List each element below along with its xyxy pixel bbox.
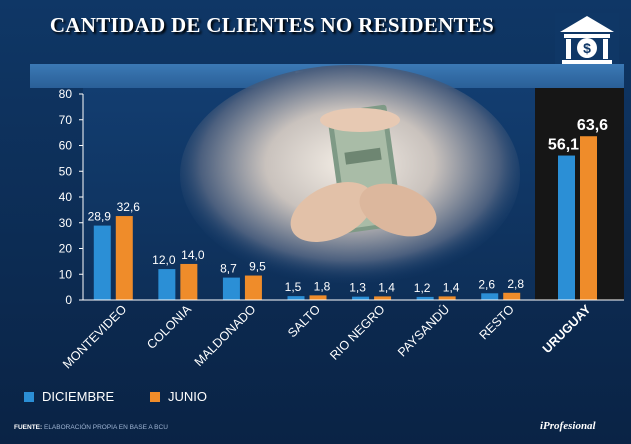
data-label-diciembre: 12,0 bbox=[152, 253, 176, 267]
publisher-logo: iProfesional bbox=[540, 420, 596, 432]
x-tick-label: COLONIA bbox=[144, 302, 194, 352]
bar-diciembre-4 bbox=[287, 296, 305, 300]
y-tick-label: 10 bbox=[59, 267, 73, 281]
bar-junio-4 bbox=[309, 295, 327, 300]
data-label-junio: 1,8 bbox=[314, 279, 331, 293]
bars: 28,9 32,6 12,0 14,0 8,7 9,5 1,5 1,8 1,3 1,4 1,2 1,4… bbox=[88, 117, 608, 300]
data-label-diciembre: 8,7 bbox=[220, 262, 237, 276]
x-tick-label: PAYSANDÚ bbox=[394, 302, 452, 360]
y-tick-label: 0 bbox=[65, 293, 72, 307]
legend-label-junio: JUNIO bbox=[168, 389, 207, 404]
bar-diciembre-8 bbox=[558, 155, 575, 300]
chart-title: CANTIDAD DE CLIENTES NO RESIDENTES bbox=[49, 13, 495, 37]
y-tick-label: 80 bbox=[59, 87, 73, 101]
data-label-diciembre: 1,5 bbox=[285, 280, 302, 294]
legend-item-diciembre: DICIEMBRE bbox=[24, 389, 114, 404]
x-tick-label: RIO NEGRO bbox=[327, 302, 388, 363]
data-label-diciembre: 2,6 bbox=[478, 277, 495, 291]
x-tick-label: MALDONADO bbox=[192, 302, 259, 369]
y-tick-label: 70 bbox=[59, 113, 73, 127]
bar-diciembre-1 bbox=[93, 225, 111, 300]
bar-chart: 0 10 20 30 40 50 60 70 80 28,9 32,6 12,0 14,0 8,7 9,5… bbox=[59, 65, 624, 372]
bar-diciembre-3 bbox=[222, 277, 240, 300]
bar-junio-2 bbox=[180, 263, 198, 300]
y-tick-label: 20 bbox=[59, 242, 73, 256]
uruguay-highlight-panel bbox=[535, 88, 624, 300]
source-text: ELABORACIÓN PROPIA EN BASE A BCU bbox=[43, 424, 168, 431]
data-label-junio: 9,5 bbox=[249, 260, 266, 274]
bar-junio-6 bbox=[438, 296, 456, 300]
bar-diciembre-5 bbox=[352, 296, 370, 300]
legend-item-junio: JUNIO bbox=[150, 389, 207, 404]
bar-junio-8 bbox=[580, 136, 597, 300]
data-label-junio: 1,4 bbox=[378, 280, 395, 294]
x-tick-label: MONTEVIDEO bbox=[60, 302, 130, 372]
y-tick-label: 60 bbox=[59, 139, 73, 153]
x-tick-label: URUGUAY bbox=[540, 302, 594, 356]
legend-swatch-diciembre bbox=[24, 392, 34, 402]
data-label-junio: 2,8 bbox=[507, 277, 524, 291]
bar-junio-3 bbox=[244, 275, 262, 300]
bar-diciembre-2 bbox=[158, 269, 176, 300]
data-label-diciembre: 1,2 bbox=[414, 281, 431, 295]
y-tick-label: 30 bbox=[59, 216, 73, 230]
y-axis: 0 10 20 30 40 50 60 70 80 bbox=[59, 87, 84, 307]
x-tick-label: RESTO bbox=[477, 302, 517, 342]
svg-text:$: $ bbox=[583, 40, 591, 56]
data-label-junio: 32,6 bbox=[117, 200, 141, 214]
data-label-diciembre: 1,3 bbox=[349, 281, 366, 295]
bar-diciembre-7 bbox=[481, 293, 499, 300]
y-tick-label: 40 bbox=[59, 190, 73, 204]
source-note: FUENTE: ELABORACIÓN PROPIA EN BASE A BCU bbox=[14, 424, 168, 431]
legend-label-diciembre: DICIEMBRE bbox=[42, 389, 115, 404]
y-tick-label: 50 bbox=[59, 164, 73, 178]
data-label-junio: 14,0 bbox=[181, 248, 205, 262]
data-label-diciembre: 28,9 bbox=[88, 210, 112, 224]
source-label: FUENTE: bbox=[14, 424, 43, 431]
title-bar: CANTIDAD DE CLIENTES NO RESIDENTES bbox=[12, 8, 532, 42]
bar-diciembre-6 bbox=[416, 296, 434, 300]
money-photo bbox=[290, 104, 437, 243]
x-tick-label: SALTO bbox=[285, 302, 323, 340]
data-label-junio: 1,4 bbox=[443, 280, 460, 294]
legend-swatch-junio bbox=[150, 392, 160, 402]
bar-junio-5 bbox=[374, 296, 392, 300]
bar-junio-1 bbox=[115, 216, 133, 300]
bar-junio-7 bbox=[503, 292, 521, 300]
data-label-diciembre: 56,1 bbox=[548, 137, 579, 154]
data-label-junio: 63,6 bbox=[577, 117, 608, 134]
